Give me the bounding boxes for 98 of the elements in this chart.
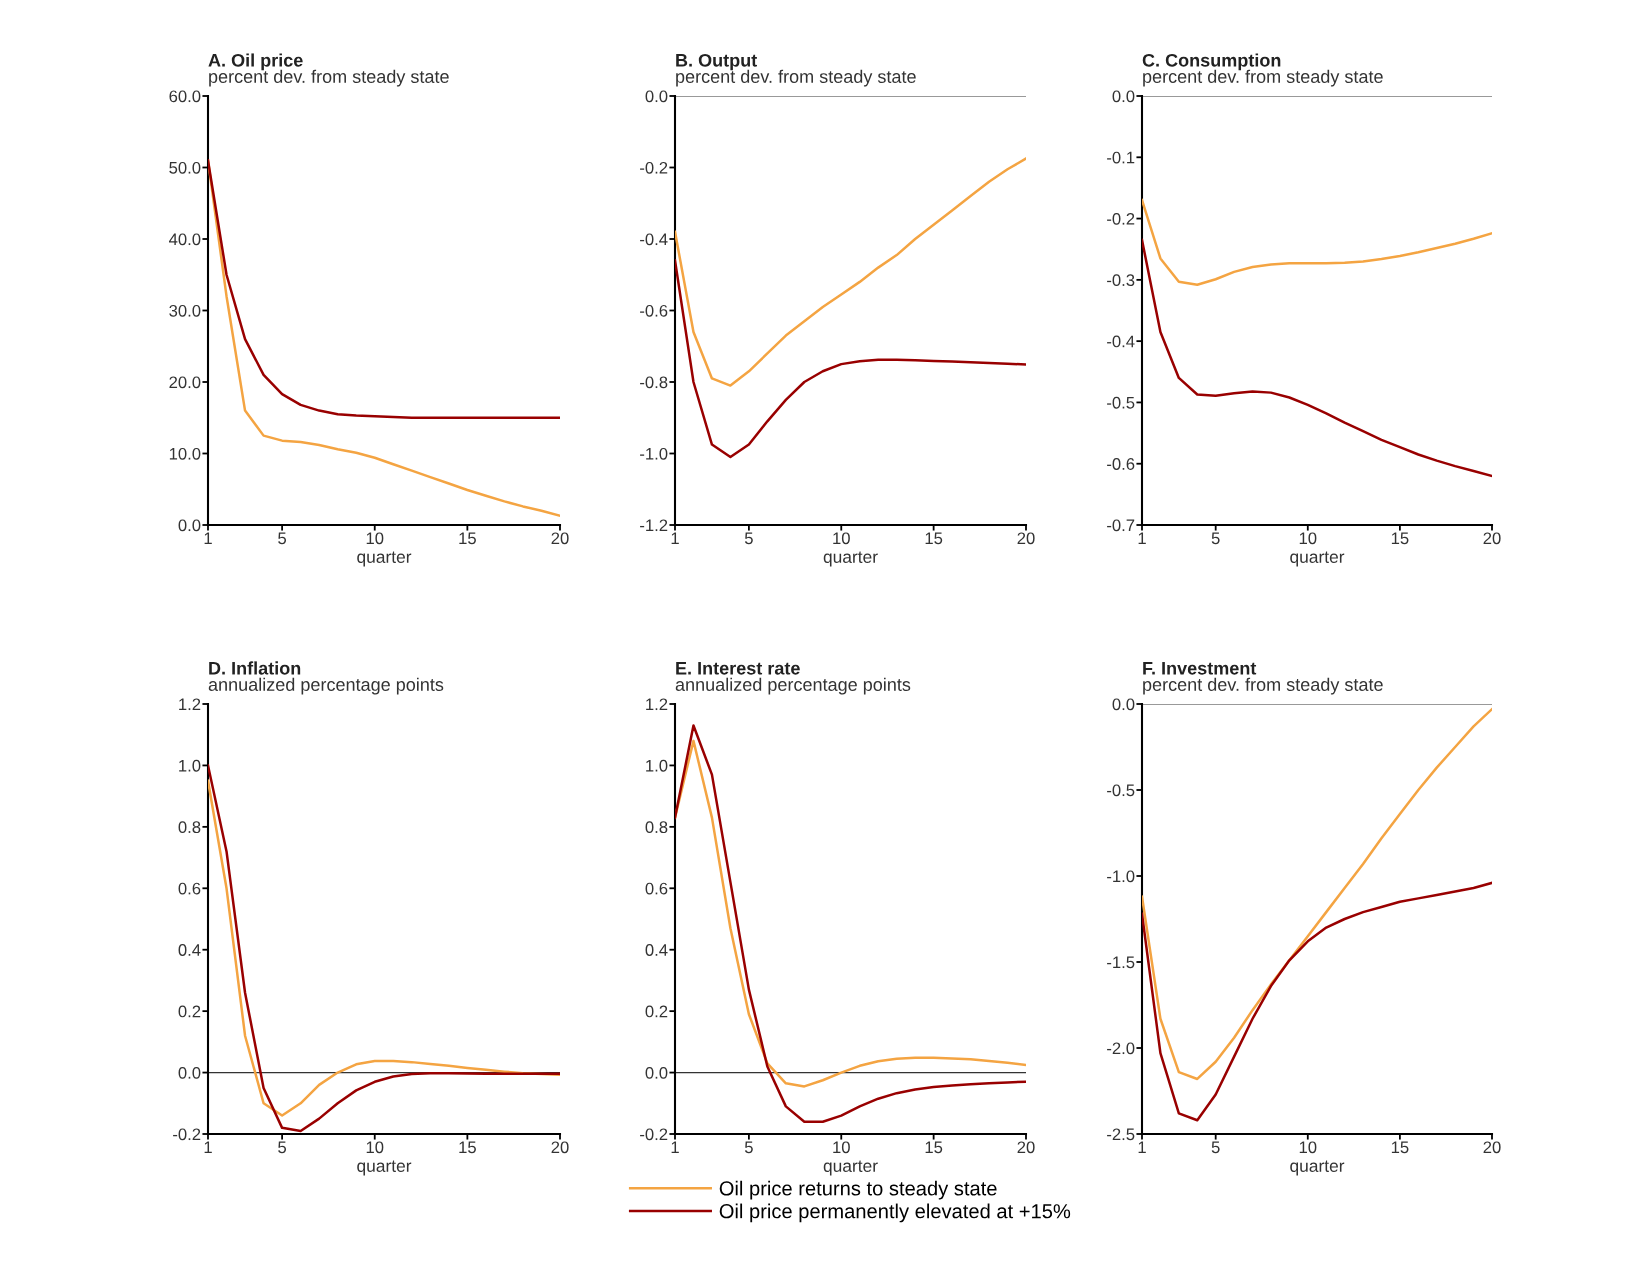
y-tick-label: 1.0	[646, 759, 668, 772]
y-tick-label: -0.7	[1107, 519, 1135, 532]
chart-title: E. Interest rate	[676, 662, 800, 675]
x-tick-label: 1	[671, 1141, 679, 1154]
x-tick-label: 5	[278, 1141, 287, 1154]
x-tick-label: 15	[459, 532, 476, 545]
y-tick-label: 10.0	[169, 447, 201, 460]
chart-subtitle: percent dev. from steady state	[1143, 677, 1383, 695]
y-tick-label: 0.0	[178, 519, 201, 532]
x-tick-label: 1	[1138, 532, 1146, 545]
y-tick-label: 1.2	[179, 698, 201, 711]
y-tick-label: 50.0	[169, 161, 201, 174]
x-tick-label: 15	[925, 1141, 943, 1154]
y-tick-label: 0.2	[645, 1005, 668, 1018]
y-tick-label: 60.0	[169, 90, 201, 103]
x-axis-title: quarter	[1290, 1160, 1345, 1176]
y-tick-label: 1.2	[646, 698, 668, 711]
x-axis-title: quarter	[357, 551, 412, 567]
line-series	[1142, 238, 1492, 478]
legend-label: Oil price returns to steady state	[719, 1180, 997, 1200]
y-tick-label: 0.4	[645, 944, 668, 956]
y-tick-label: 1.0	[179, 759, 201, 772]
x-axis-title: quarter	[823, 551, 878, 567]
y-tick-label: 0.6	[645, 882, 668, 895]
x-tick-label: 20	[551, 532, 569, 545]
x-axis-title: quarter	[823, 1160, 878, 1176]
x-tick-label: 20	[1017, 532, 1035, 545]
y-tick-label: -0.1	[1107, 151, 1135, 164]
x-tick-label: 1	[204, 532, 212, 545]
x-tick-label: 5	[1211, 532, 1220, 545]
y-tick-label: -0.5	[1107, 784, 1135, 797]
y-tick-label: -1.2	[640, 519, 668, 532]
y-tick-label: 0.8	[645, 821, 668, 834]
y-tick-label: 0.8	[178, 821, 201, 834]
y-tick-label: -1.0	[640, 447, 668, 460]
y-tick-label: -0.4	[640, 233, 668, 246]
y-tick-label: 0.0	[1112, 90, 1135, 103]
x-tick-label: 5	[1211, 1141, 1220, 1154]
x-tick-label: 1	[1138, 1141, 1146, 1154]
y-tick-label: -0.4	[1107, 335, 1135, 348]
y-tick-label: -0.2	[640, 161, 668, 174]
y-tick-label: -0.5	[1107, 396, 1135, 409]
x-tick-label: 1	[204, 1141, 212, 1154]
y-tick-label: 0.4	[178, 944, 201, 956]
y-tick-label: -2.0	[1107, 1042, 1135, 1055]
x-tick-label: 1	[671, 532, 679, 545]
y-tick-label: -0.6	[1107, 458, 1135, 470]
y-tick-label: -0.6	[640, 304, 668, 317]
x-tick-label: 20	[1483, 1141, 1501, 1154]
legend-label: Oil price permanently elevated at +15%	[719, 1203, 1071, 1223]
x-tick-label: 15	[459, 1141, 476, 1154]
x-tick-label: 20	[1483, 532, 1501, 545]
y-tick-label: -0.8	[640, 376, 668, 389]
y-tick-label: -0.2	[1107, 212, 1135, 225]
chart-title: A. Oil price	[208, 53, 303, 71]
x-tick-label: 10	[1299, 1141, 1317, 1154]
x-tick-label: 20	[551, 1141, 569, 1154]
line-series	[1142, 707, 1492, 1081]
y-tick-label: 0.0	[645, 90, 668, 103]
y-tick-label: 0.2	[178, 1005, 201, 1018]
chart-title: D. Inflation	[209, 661, 301, 675]
chart-subtitle: annualized percentage points	[675, 677, 911, 695]
chart-subtitle: annualized percentage points	[208, 677, 444, 695]
x-tick-label: 15	[1391, 532, 1409, 545]
line-series	[1142, 198, 1492, 287]
y-tick-label: 30.0	[169, 304, 201, 317]
y-tick-label: 0.0	[645, 1066, 668, 1079]
chart-title: B. Output	[676, 53, 758, 71]
y-tick-label: -0.2	[173, 1128, 201, 1141]
line-series	[675, 259, 1026, 459]
x-tick-label: 15	[925, 532, 943, 545]
x-tick-label: 5	[744, 1141, 753, 1154]
y-tick-label: 0.6	[178, 882, 201, 895]
line-series	[1142, 881, 1492, 1122]
y-tick-label: 20.0	[169, 376, 201, 389]
chart-title: C. Consumption	[1142, 53, 1281, 71]
x-tick-label: 5	[278, 532, 287, 545]
x-tick-label: 10	[833, 532, 850, 545]
chart-title: F. Investment	[1143, 662, 1257, 675]
x-axis-title: quarter	[357, 1160, 412, 1176]
x-tick-label: 5	[744, 532, 753, 545]
y-tick-label: -1.5	[1107, 956, 1135, 969]
y-tick-label: -1.0	[1107, 870, 1135, 883]
x-axis-title: quarter	[1290, 551, 1345, 567]
x-tick-label: 10	[366, 1141, 384, 1154]
x-tick-label: 10	[1299, 532, 1317, 545]
y-tick-label: -0.3	[1107, 274, 1135, 287]
y-tick-label: -0.2	[640, 1128, 668, 1141]
y-tick-label: 40.0	[169, 233, 201, 246]
x-tick-label: 10	[833, 1141, 850, 1154]
line-series	[675, 157, 1026, 387]
y-tick-label: 0.0	[1112, 698, 1135, 711]
x-tick-label: 20	[1017, 1141, 1035, 1154]
y-tick-label: 0.0	[178, 1066, 201, 1079]
line-series	[208, 159, 560, 419]
y-tick-label: -2.5	[1107, 1128, 1135, 1141]
x-tick-label: 10	[366, 532, 384, 545]
x-tick-label: 15	[1391, 1141, 1409, 1154]
